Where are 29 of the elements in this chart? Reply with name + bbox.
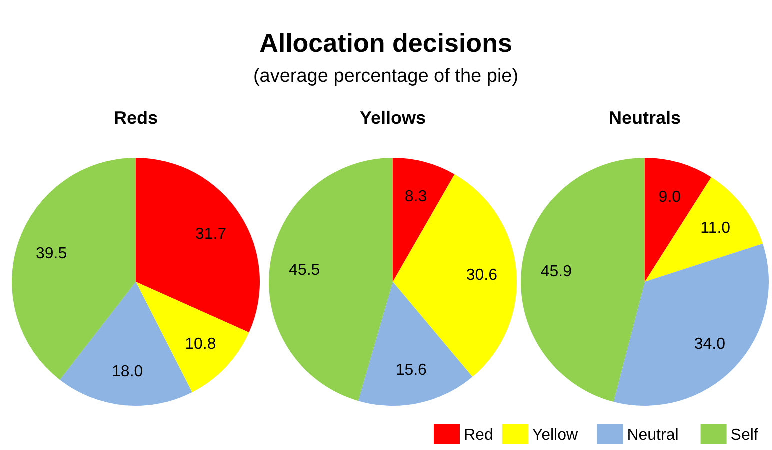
data-label: 39.5 [36, 246, 68, 263]
data-label: 9.0 [658, 188, 682, 206]
legend-label: Red [464, 427, 494, 444]
data-label: 30.6 [466, 266, 498, 284]
data-label: 31.7 [195, 226, 227, 244]
legend-label: Yellow [532, 427, 579, 444]
pie-slice [645, 177, 763, 282]
pie-slice [358, 282, 473, 406]
pie-slice [614, 244, 769, 406]
pie-slice [269, 158, 393, 402]
data-label: 11.0 [700, 220, 731, 237]
data-label: 15.6 [396, 362, 428, 379]
data-label: 34.0 [694, 336, 726, 353]
legend-label: Self [730, 427, 759, 444]
text: (average percentage of the pie) [253, 66, 519, 87]
legend-label: Neutral [627, 427, 679, 444]
data-label: 10.8 [185, 336, 216, 354]
data-label: 18.0 [112, 363, 144, 380]
chart-title: Neutrals [608, 108, 682, 128]
pie-slice [521, 158, 645, 402]
pie-slice [136, 158, 260, 333]
data-label: 45.9 [540, 263, 572, 280]
pie-slice [393, 158, 455, 282]
chart-title: Reds [114, 108, 158, 128]
data-label: 45.5 [289, 262, 320, 280]
chart-title: Yellows [360, 108, 426, 128]
data-label: 8.3 [404, 188, 428, 206]
text: Allocation decisions [260, 28, 512, 58]
pie-slice [393, 174, 517, 378]
